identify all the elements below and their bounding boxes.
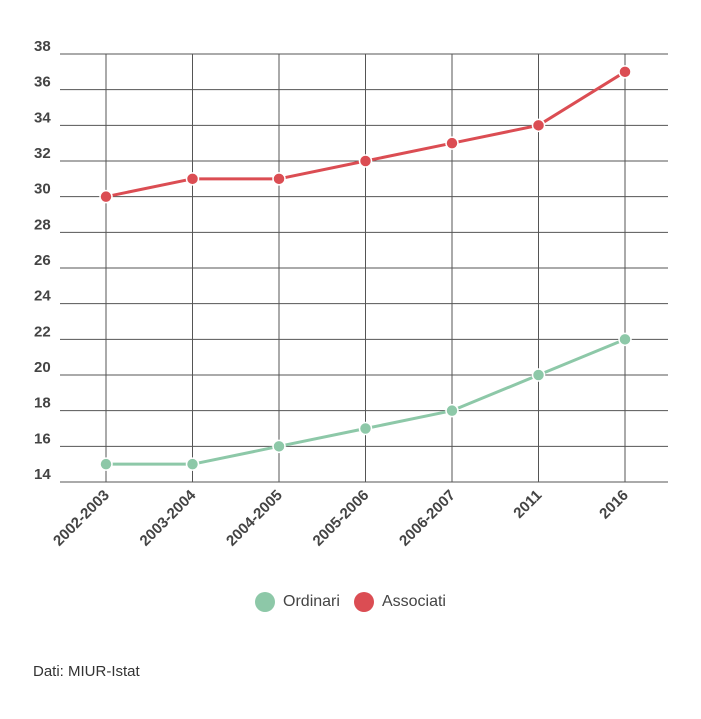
- x-tick-label: 2003-2004: [137, 486, 200, 549]
- y-tick-label: 16: [34, 430, 51, 447]
- source-note: Dati: MIUR-Istat: [33, 663, 140, 680]
- y-axis-ticks: 14 16 18 20 22 24 26 28 30 32 34 36 38: [34, 38, 51, 483]
- y-tick-label: 18: [34, 395, 51, 412]
- legend-marker-ordinari: [255, 592, 276, 612]
- y-tick-label: 26: [34, 252, 51, 269]
- x-tick-label: 2002-2003: [50, 487, 113, 550]
- data-point-associati[interactable]: [618, 65, 632, 79]
- data-point-ordinari[interactable]: [531, 368, 546, 382]
- legend-marker-associati: [353, 592, 374, 612]
- y-tick-label: 14: [34, 466, 51, 483]
- y-tick-label: 20: [34, 359, 51, 376]
- series-lines: [99, 65, 632, 471]
- y-tick-label: 28: [34, 216, 51, 233]
- data-point-associati[interactable]: [272, 172, 286, 186]
- x-tick-label: 2005-2006: [310, 487, 373, 550]
- data-point-ordinari[interactable]: [185, 457, 200, 471]
- legend-label-associati: Associati: [381, 593, 446, 610]
- data-point-associati[interactable]: [531, 118, 546, 133]
- y-tick-label: 34: [34, 109, 51, 126]
- data-point-ordinari[interactable]: [99, 457, 113, 471]
- x-axis-ticks: 2002-2003 2003-2004 2004-2005 2005-2006 2006…: [50, 486, 632, 549]
- legend-item-ordinari[interactable]: Ordinari: [255, 592, 340, 612]
- data-point-ordinari[interactable]: [445, 403, 459, 418]
- y-tick-label: 22: [34, 323, 51, 340]
- y-tick-label: 36: [34, 74, 51, 91]
- y-tick-label: 38: [34, 38, 51, 55]
- legend-item-associati[interactable]: Associati: [353, 592, 446, 612]
- line-chart: 14 16 18 20 22 24 26 28 30 32 34 36 38 2002-2003 2003…: [34, 38, 668, 550]
- x-tick-label: 2011: [510, 487, 545, 522]
- data-point-associati[interactable]: [445, 136, 459, 150]
- x-tick-label: 2006-2007: [396, 487, 459, 550]
- data-point-ordinari[interactable]: [358, 421, 373, 436]
- data-point-associati[interactable]: [185, 172, 200, 186]
- legend: Ordinari Associati: [0, 592, 701, 612]
- data-point-associati[interactable]: [358, 154, 373, 168]
- x-tick-label: 2016: [596, 487, 632, 523]
- y-tick-label: 24: [34, 288, 51, 305]
- y-tick-label: 32: [34, 145, 51, 162]
- data-point-ordinari[interactable]: [618, 332, 632, 347]
- y-tick-label: 30: [34, 181, 51, 198]
- grid: [60, 53, 668, 483]
- x-tick-label: 2004-2005: [223, 487, 286, 550]
- data-point-ordinari[interactable]: [272, 439, 286, 454]
- data-point-associati[interactable]: [99, 189, 113, 204]
- legend-label-ordinari: Ordinari: [283, 593, 340, 610]
